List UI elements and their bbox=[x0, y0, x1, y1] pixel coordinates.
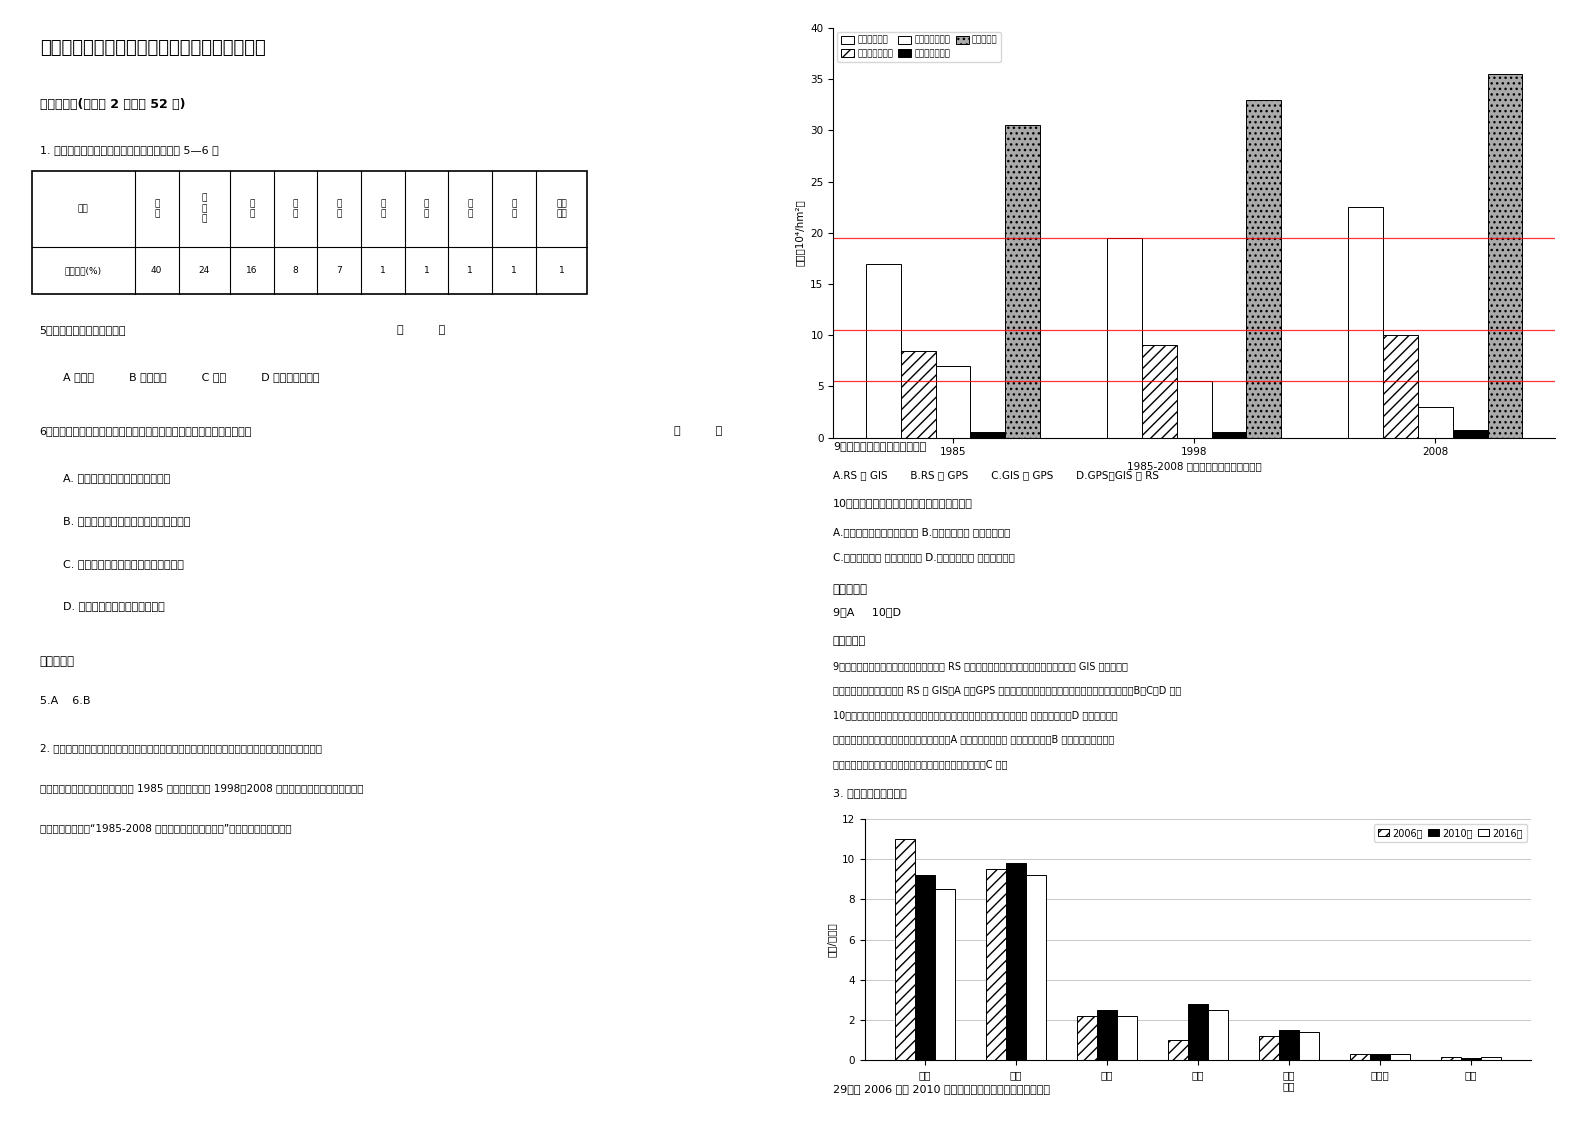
Text: 1: 1 bbox=[467, 266, 473, 275]
Text: 青
海: 青 海 bbox=[294, 199, 298, 219]
Text: B. 解决当地群众生活用能，严禁滥砍滥伐: B. 解决当地群众生活用能，严禁滥砍滥伐 bbox=[63, 516, 190, 526]
Text: 其他
省区: 其他 省区 bbox=[555, 199, 567, 219]
Text: 内
蒙
古: 内 蒙 古 bbox=[202, 194, 206, 223]
Bar bbox=[1390, 1055, 1411, 1060]
Text: 1: 1 bbox=[379, 266, 386, 275]
Text: （          ）: （ ） bbox=[674, 426, 722, 436]
Text: 24: 24 bbox=[198, 266, 209, 275]
Bar bbox=[1349, 208, 1384, 438]
Text: 8: 8 bbox=[292, 266, 298, 275]
Bar bbox=[1384, 335, 1417, 438]
Text: 9．获取该图的地理信息技术有: 9．获取该图的地理信息技术有 bbox=[833, 441, 927, 451]
Text: 宁
夏: 宁 夏 bbox=[381, 199, 386, 219]
Text: 一、选择题(每小题 2 分，共 52 分): 一、选择题(每小题 2 分，共 52 分) bbox=[40, 98, 186, 111]
Bar bbox=[1097, 1010, 1117, 1060]
Text: 恢复自然植被，耕地总面积应减小，图中耕地总面积增加，C 错。: 恢复自然植被，耕地总面积应减小，图中耕地总面积增加，C 错。 bbox=[833, 760, 1008, 770]
Bar bbox=[867, 264, 901, 438]
Text: A 荒漠化          B 水土流失          C 酸雨          D 生物多样性减少: A 荒漠化 B 水土流失 C 酸雨 D 生物多样性减少 bbox=[63, 373, 321, 383]
Text: 1. 读我国某生态环境问题分布统计资料，完成 5—6 题: 1. 读我国某生态环境问题分布统计资料，完成 5—6 题 bbox=[40, 145, 219, 155]
Legend: 2006年, 2010年, 2016年: 2006年, 2010年, 2016年 bbox=[1374, 824, 1527, 842]
Text: 1: 1 bbox=[511, 266, 517, 275]
Bar bbox=[1300, 1032, 1319, 1060]
Bar bbox=[1246, 100, 1281, 438]
Text: 参考答案：: 参考答案： bbox=[833, 582, 868, 596]
Text: 3. 读图回答下列各题。: 3. 读图回答下列各题。 bbox=[833, 788, 906, 798]
Text: 1: 1 bbox=[424, 266, 430, 275]
Bar bbox=[1370, 1055, 1390, 1060]
Text: 29．从 2006 年到 2010 年，该地明显加剧的生态环境问题是: 29．从 2006 年到 2010 年，该地明显加剧的生态环境问题是 bbox=[833, 1084, 1051, 1094]
Bar bbox=[1006, 863, 1027, 1060]
Bar bbox=[986, 870, 1006, 1060]
Bar bbox=[1143, 346, 1178, 438]
Text: 甘
肃: 甘 肃 bbox=[336, 199, 341, 219]
Y-axis label: 面积/万公顿: 面积/万公顿 bbox=[827, 922, 836, 957]
Bar bbox=[936, 366, 971, 438]
Bar bbox=[1417, 407, 1452, 438]
Legend: 非盐渍化耕地, 轻度盐渍化耕地, 中度盐渍化耕地, 重度盐渍化耕地, 耕地总面积: 非盐渍化耕地, 轻度盐渍化耕地, 中度盐渍化耕地, 重度盐渍化耕地, 耕地总面积 bbox=[838, 33, 1001, 62]
Bar bbox=[1027, 875, 1046, 1060]
Text: D. 引水灌溉，大力发展农业生产: D. 引水灌溉，大力发展农业生产 bbox=[63, 601, 165, 611]
X-axis label: 1985-2008 年盐渍化耕地面积变化情况: 1985-2008 年盐渍化耕地面积变化情况 bbox=[1127, 461, 1262, 471]
Text: 5.A    6.B: 5.A 6.B bbox=[40, 696, 90, 706]
Bar bbox=[1462, 1058, 1481, 1060]
Text: C.退耕还草还牧 恢复自然植被 D.完善排灌系统 降低地下水位: C.退耕还草还牧 恢复自然植被 D.完善排灌系统 降低地下水位 bbox=[833, 552, 1014, 562]
Bar bbox=[1078, 1017, 1097, 1060]
Bar bbox=[1351, 1055, 1370, 1060]
Text: 获取该图的地理信息技术有 RS 与 GIS，A 对。GPS 主要功能是定位、导航，不能进行资源普查与统计，B、C、D 错。: 获取该图的地理信息技术有 RS 与 GIS，A 对。GPS 主要功能是定位、导航… bbox=[833, 686, 1181, 696]
Text: A. 大面积植树造林，减少水土流失: A. 大面积植树造林，减少水土流失 bbox=[63, 473, 171, 484]
Text: 息技术手段，将新疆南部某河流域 1985 年土壤普查图与 1998、2008 年的土地盐渍化分布影像进行叠: 息技术手段，将新疆南部某河流域 1985 年土壤普查图与 1998、2008 年… bbox=[40, 783, 363, 793]
Text: 四川省阿坝市第一中学高二地理联考试卷含解析: 四川省阿坝市第一中学高二地理联考试卷含解析 bbox=[40, 39, 265, 57]
Text: 陕
西: 陕 西 bbox=[424, 199, 428, 219]
Text: 7: 7 bbox=[336, 266, 343, 275]
Text: 山
西: 山 西 bbox=[468, 199, 473, 219]
Bar bbox=[1108, 238, 1143, 438]
Text: 荒地，扩大灌区面积，不能治理盐碱化问题，A 错。全球气候变暖 蒸发蒸腾增强，B 错。退耕还草还牧，: 荒地，扩大灌区面积，不能治理盐碱化问题，A 错。全球气候变暖 蒸发蒸腾增强，B … bbox=[833, 735, 1114, 745]
Bar bbox=[1211, 432, 1246, 438]
Text: 试题分析：: 试题分析： bbox=[833, 636, 867, 646]
Text: 省区: 省区 bbox=[78, 204, 89, 213]
Bar bbox=[1117, 1017, 1138, 1060]
Text: 5．该生态环境问题可能是：: 5．该生态环境问题可能是： bbox=[40, 325, 127, 335]
Bar bbox=[1208, 1010, 1228, 1060]
Text: 2. 土壤盐渍化是指土壤底层的盐分随水分上升到地表，而在土壤表层积累的现象或过程，利用地理信: 2. 土壤盐渍化是指土壤底层的盐分随水分上升到地表，而在土壤表层积累的现象或过程… bbox=[40, 743, 322, 753]
Text: 16: 16 bbox=[246, 266, 257, 275]
Text: A.RS 与 GIS       B.RS 与 GPS       C.GIS 与 GPS       D.GPS、GIS 与 RS: A.RS 与 GIS B.RS 与 GPS C.GIS 与 GPS D.GPS、… bbox=[833, 470, 1159, 480]
Bar bbox=[895, 839, 916, 1060]
Bar bbox=[1452, 431, 1487, 438]
Bar bbox=[935, 890, 955, 1060]
Text: 9．根据材料，获取资源普查信息，需要用 RS 技术。将信息进行叠加、统计处理，需要用 GIS 技术。所以: 9．根据材料，获取资源普查信息，需要用 RS 技术。将信息进行叠加、统计处理，需… bbox=[833, 661, 1128, 671]
Bar bbox=[1168, 1040, 1189, 1060]
Bar bbox=[1279, 1030, 1300, 1060]
Text: C. 加快城市化进程，提高人民生活水平: C. 加快城市化进程，提高人民生活水平 bbox=[63, 559, 184, 569]
Text: 新
疆: 新 疆 bbox=[154, 199, 159, 219]
Text: 6．为了避免该生态问题在我国西北地区越演越烈，下列做法可取的是：: 6．为了避免该生态问题在我国西北地区越演越烈，下列做法可取的是： bbox=[40, 426, 252, 436]
Text: 10．造成该流域土地盐渍化变化的原因可能是: 10．造成该流域土地盐渍化变化的原因可能是 bbox=[833, 498, 973, 508]
Bar bbox=[1258, 1037, 1279, 1060]
Bar bbox=[1487, 74, 1522, 438]
Bar bbox=[1481, 1057, 1501, 1060]
Text: （          ）: （ ） bbox=[397, 325, 444, 335]
Text: 1: 1 bbox=[559, 266, 565, 275]
Text: 河
北: 河 北 bbox=[511, 199, 516, 219]
Bar bbox=[1178, 381, 1211, 438]
Bar bbox=[916, 875, 935, 1060]
Y-axis label: 面积（10⁴/hm²）: 面积（10⁴/hm²） bbox=[795, 200, 805, 266]
Bar bbox=[1005, 126, 1039, 438]
Text: 所占比例(%): 所占比例(%) bbox=[65, 266, 102, 275]
Text: 9、A     10、D: 9、A 10、D bbox=[833, 607, 901, 617]
Text: 西
藏: 西 藏 bbox=[249, 199, 254, 219]
Bar bbox=[901, 350, 936, 438]
Text: 加和统计，获得图“1985-2008 年盐渍化耕地面积变化图”，据此回答下列各题。: 加和统计，获得图“1985-2008 年盐渍化耕地面积变化图”，据此回答下列各题… bbox=[40, 824, 292, 834]
Text: A.开墓流域荒地扩大灌区面积 B.全球气候变暖 蒸发蒸腾减弱: A.开墓流域荒地扩大灌区面积 B.全球气候变暖 蒸发蒸腾减弱 bbox=[833, 527, 1011, 537]
Bar bbox=[1441, 1057, 1462, 1060]
Text: 参考答案：: 参考答案： bbox=[40, 655, 75, 669]
Bar bbox=[1189, 1004, 1208, 1060]
Text: 40: 40 bbox=[151, 266, 162, 275]
Text: 10．读图，该流域土地盐渍化程度减轻，变化的原因可能是完善排灌系统 降低地下水位，D 对。开墓流域: 10．读图，该流域土地盐渍化程度减轻，变化的原因可能是完善排灌系统 降低地下水位… bbox=[833, 710, 1117, 720]
Bar bbox=[971, 432, 1005, 438]
